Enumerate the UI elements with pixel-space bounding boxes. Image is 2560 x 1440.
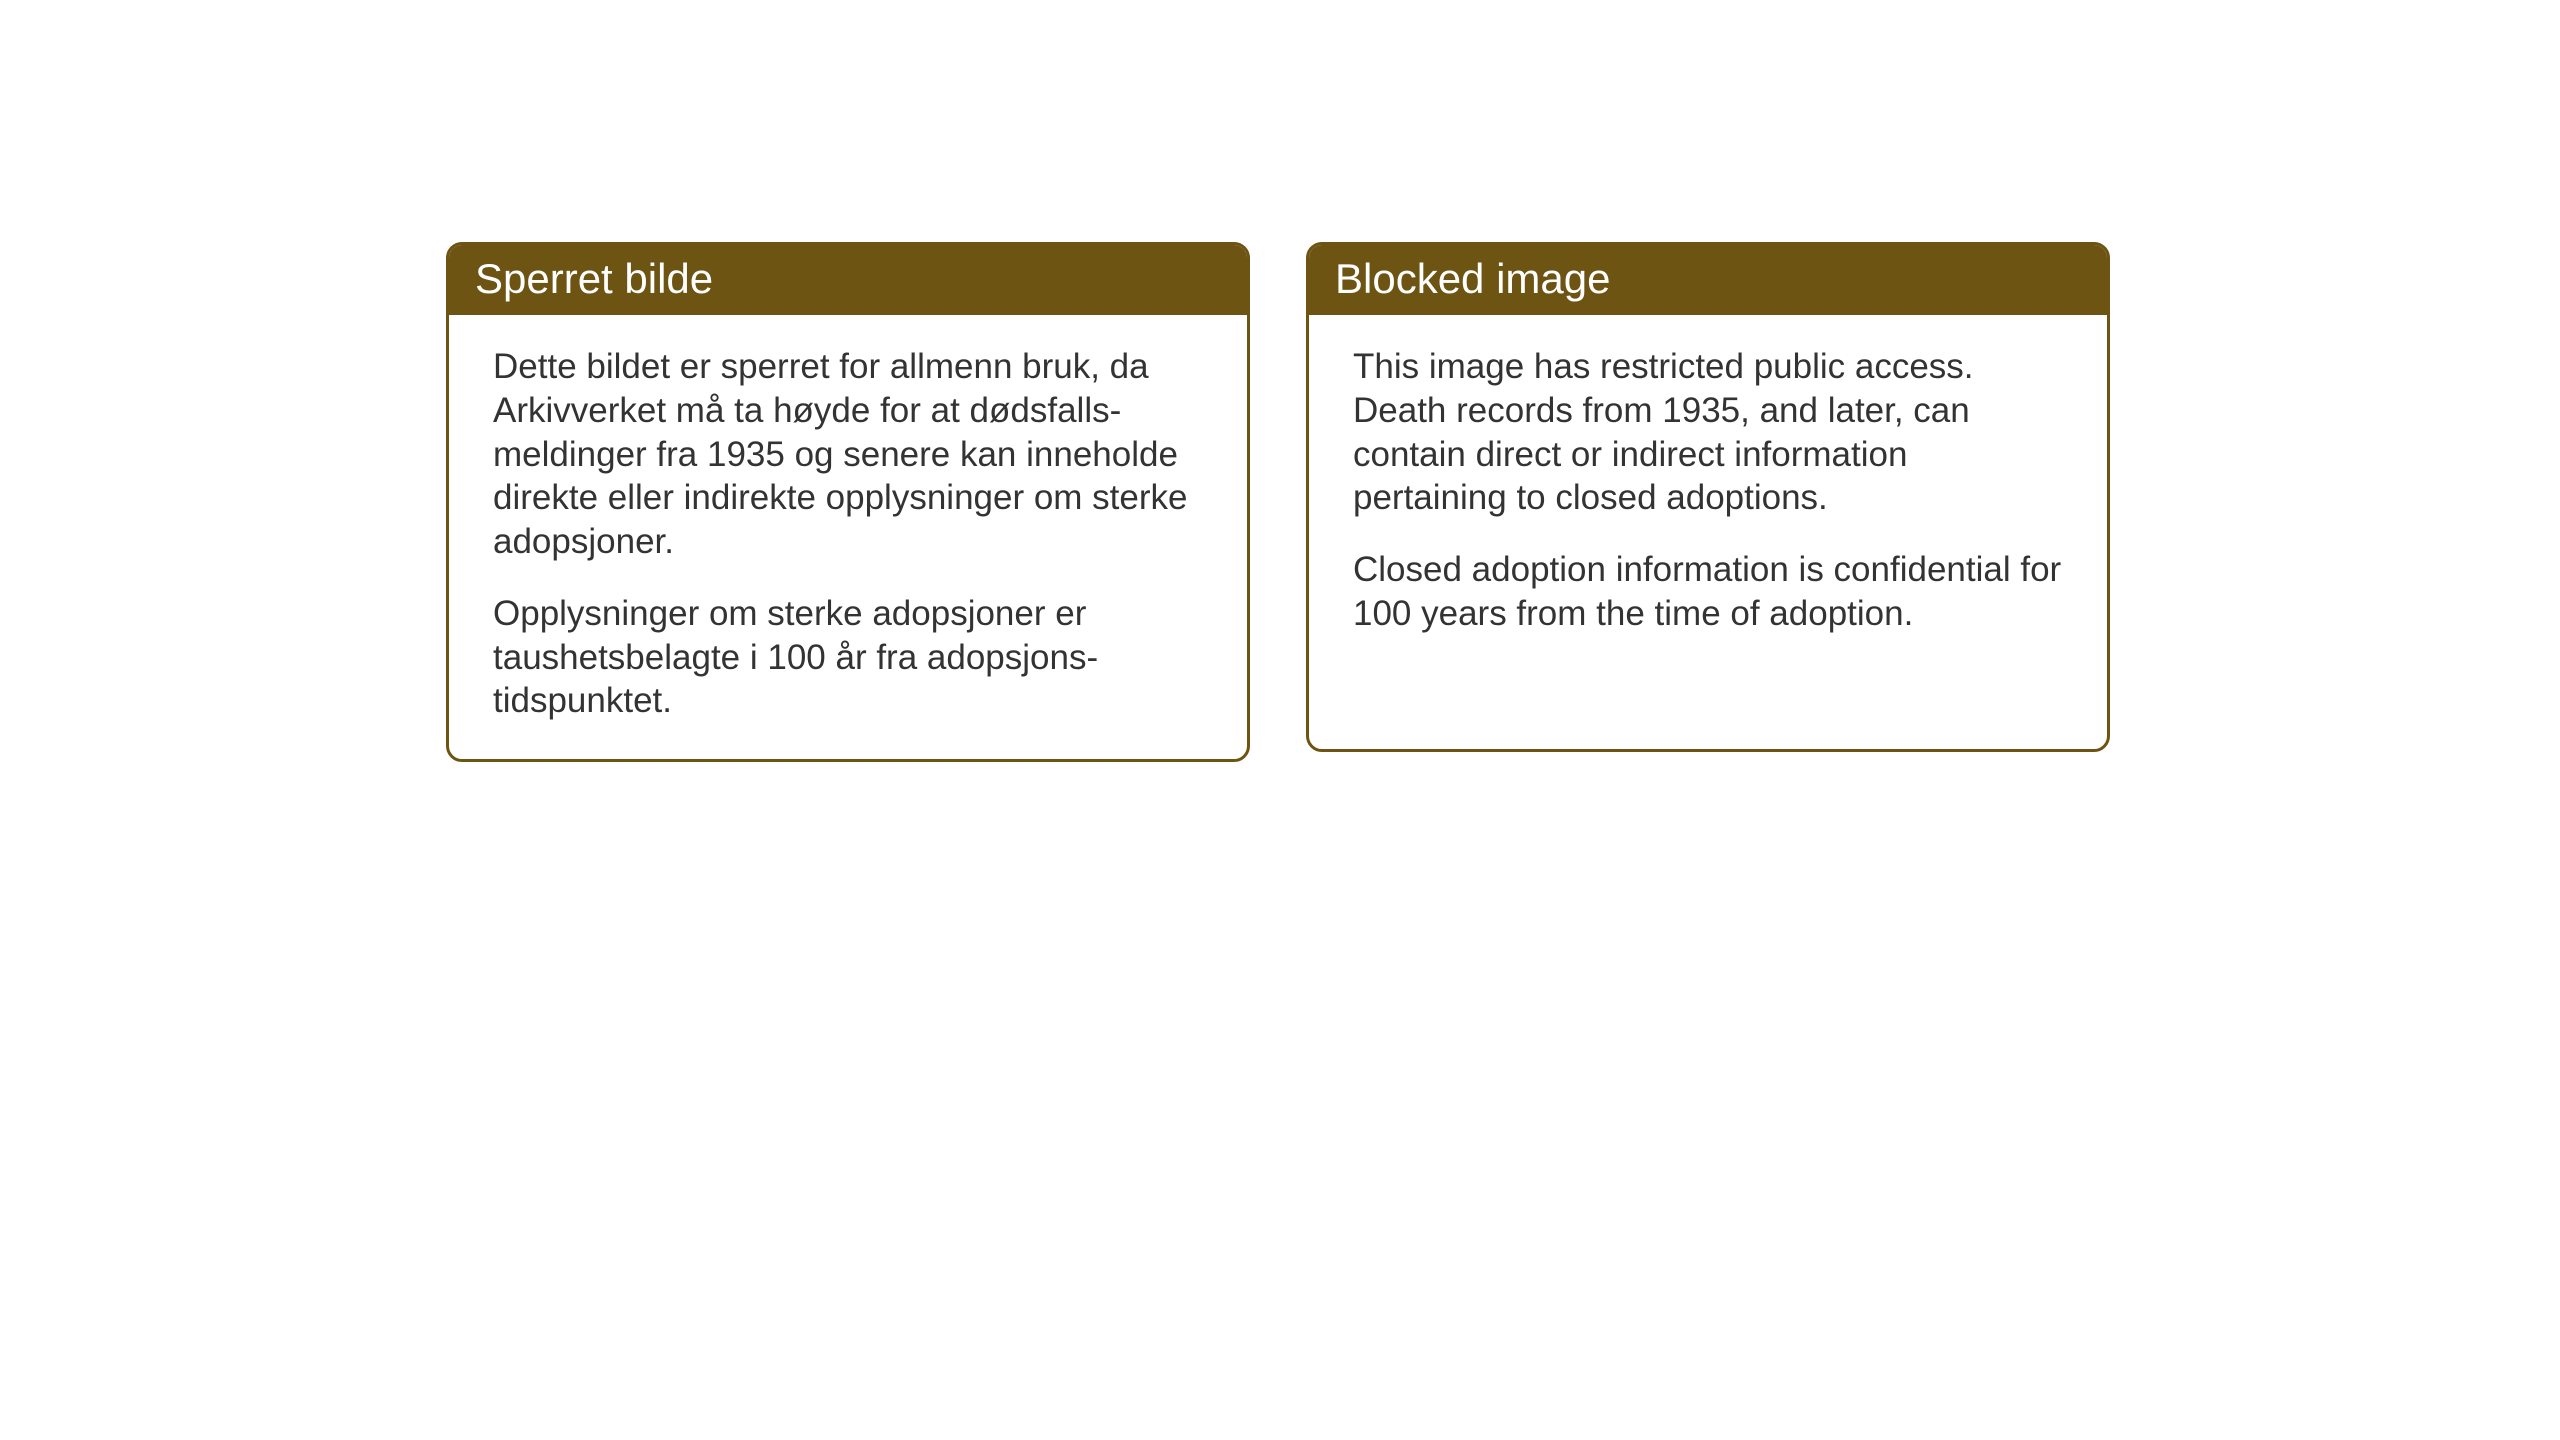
paragraph-1-english: This image has restricted public access.… bbox=[1353, 345, 2063, 520]
paragraph-2-norwegian: Opplysninger om sterke adopsjoner er tau… bbox=[493, 592, 1203, 723]
paragraph-2-english: Closed adoption information is confident… bbox=[1353, 548, 2063, 636]
card-header-english: Blocked image bbox=[1309, 245, 2107, 315]
notice-card-english: Blocked image This image has restricted … bbox=[1306, 242, 2110, 752]
notice-card-norwegian: Sperret bilde Dette bildet er sperret fo… bbox=[446, 242, 1250, 762]
card-body-norwegian: Dette bildet er sperret for allmenn bruk… bbox=[449, 315, 1247, 759]
card-header-norwegian: Sperret bilde bbox=[449, 245, 1247, 315]
card-body-english: This image has restricted public access.… bbox=[1309, 315, 2107, 672]
notice-container: Sperret bilde Dette bildet er sperret fo… bbox=[446, 242, 2110, 762]
paragraph-1-norwegian: Dette bildet er sperret for allmenn bruk… bbox=[493, 345, 1203, 564]
